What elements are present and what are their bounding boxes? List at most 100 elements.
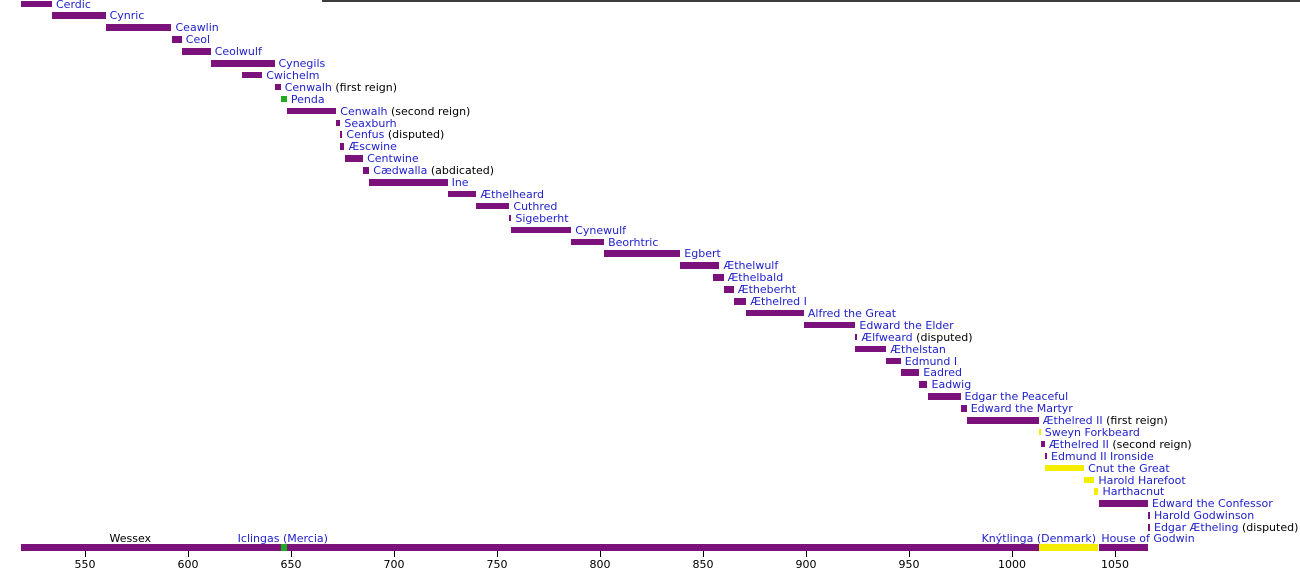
reign-bar xyxy=(746,309,804,317)
reign-label: Beorhtric xyxy=(608,237,658,248)
reign-label: Ætheberht xyxy=(738,284,796,295)
reign-label: Cynric xyxy=(110,10,145,21)
reign-label: Edmund I xyxy=(905,356,957,367)
reign-bar xyxy=(1045,464,1085,472)
reign-name-link[interactable]: Harold Godwinson xyxy=(1154,509,1255,523)
reign-name-link[interactable]: Edward the Confessor xyxy=(1152,497,1273,511)
axis-tick xyxy=(290,551,292,557)
reign-name-link[interactable]: Æthelwulf xyxy=(723,259,779,273)
reign-name-link[interactable]: Cynewulf xyxy=(575,223,627,237)
reign-note: (second reign) xyxy=(1108,437,1192,451)
reign-label: Æthelwulf xyxy=(724,260,779,271)
reign-label: Æthelred I xyxy=(750,296,807,307)
reign-name-link[interactable]: Beorhtric xyxy=(608,235,659,249)
reign-name-link[interactable]: Edgar Ætheling xyxy=(1154,521,1239,535)
axis-tick xyxy=(84,551,86,557)
reign-name-link[interactable]: Harthacnut xyxy=(1102,485,1165,499)
reign-name-link[interactable]: Centwine xyxy=(367,152,419,166)
reign-label: Cuthred xyxy=(513,201,557,212)
reign-bar xyxy=(1094,488,1099,495)
reign-note: (first reign) xyxy=(1102,414,1168,427)
reign-name-link[interactable]: Æthelred I xyxy=(750,295,807,308)
reign-name-link[interactable]: Æthelred II xyxy=(1049,437,1109,451)
reign-name-link[interactable]: Cynric xyxy=(109,9,145,23)
reign-label: Harthacnut xyxy=(1103,486,1165,497)
axis-tick xyxy=(393,551,395,557)
reign-bar xyxy=(280,95,287,103)
reign-name-link[interactable]: Harold Harefoot xyxy=(1098,473,1186,487)
reign-label: Edmund II Ironside xyxy=(1051,451,1154,462)
reign-note: (disputed) xyxy=(384,128,445,142)
reign-name-link[interactable]: Ceolwulf xyxy=(214,45,262,59)
reign-bar xyxy=(733,298,747,305)
axis-tick xyxy=(187,551,189,557)
reign-name-link[interactable]: Ceol xyxy=(185,33,211,47)
reign-bar xyxy=(571,238,605,245)
reign-label: Æthelred II (first reign) xyxy=(1043,415,1168,426)
reign-name-link[interactable]: Sigeberht xyxy=(515,211,569,225)
reign-name-link[interactable]: Cenwalh xyxy=(284,80,332,94)
reign-name-link[interactable]: Edward the Martyr xyxy=(970,402,1073,416)
reign-label: Seaxburh xyxy=(344,118,396,129)
reign-bar xyxy=(1045,452,1047,460)
reign-name-link[interactable]: Cædwalla xyxy=(373,164,428,178)
reign-bar xyxy=(369,179,448,186)
axis-tick-label: 800 xyxy=(589,558,611,571)
reign-label: Eadwig xyxy=(932,379,972,390)
reign-name-link[interactable]: Æthelbald xyxy=(727,271,784,285)
reign-name-link[interactable]: Ceawlin xyxy=(175,21,219,35)
reign-label: Edgar Ætheling (disputed) xyxy=(1154,522,1298,533)
reign-label: Edward the Confessor xyxy=(1152,498,1273,509)
reign-name-link[interactable]: Ælfweard xyxy=(861,330,913,344)
reign-name-link[interactable]: Æscwine xyxy=(348,140,397,154)
reign-label: Cenfus (disputed) xyxy=(346,129,444,140)
reign-name-link[interactable]: Edward the Elder xyxy=(859,318,954,332)
reign-label: Cwichelm xyxy=(266,70,319,81)
reign-bar xyxy=(105,24,172,31)
reign-bar xyxy=(886,357,901,364)
reign-label: Cynegils xyxy=(279,58,326,69)
reign-name-link[interactable]: Ætheberht xyxy=(737,283,797,297)
reign-name-link[interactable]: Æthelred II xyxy=(1042,414,1103,427)
reign-name-link[interactable]: Cynegils xyxy=(278,57,326,70)
reign-bar xyxy=(723,286,734,293)
reign-name-link[interactable]: Eadred xyxy=(923,366,963,380)
reign-name-link[interactable]: Alfred the Great xyxy=(807,306,897,320)
reign-name-link[interactable]: Æthelstan xyxy=(890,342,946,356)
houses-bar-segment-mercia xyxy=(280,544,287,551)
houses-bar-segment-wessex xyxy=(1098,544,1148,551)
reign-name-link[interactable]: Edmund II Ironside xyxy=(1051,449,1154,463)
house-label[interactable]: House of Godwin xyxy=(1101,532,1195,545)
reign-name-link[interactable]: Æthelheard xyxy=(480,187,545,201)
reign-label: Cynewulf xyxy=(575,225,626,236)
reign-name-link[interactable]: Egbert xyxy=(684,247,721,261)
reign-bar xyxy=(210,60,275,67)
reign-name-link[interactable]: Cwichelm xyxy=(266,68,320,82)
reign-label: Sweyn Forkbeard xyxy=(1045,427,1140,438)
reign-name-link[interactable]: Penda xyxy=(290,92,325,106)
reign-name-link[interactable]: Sweyn Forkbeard xyxy=(1044,425,1140,439)
reign-label: Centwine xyxy=(367,153,419,164)
reign-name-link[interactable]: Edgar the Peaceful xyxy=(964,390,1069,404)
reign-label: Æthelstan xyxy=(890,344,946,355)
reign-label: Cenwalh (first reign) xyxy=(285,82,397,93)
reign-bar xyxy=(511,226,572,234)
house-label[interactable]: Knýtlinga (Denmark) xyxy=(981,532,1097,545)
reign-bar xyxy=(919,381,928,388)
reign-bar xyxy=(1084,476,1095,483)
reign-name-link[interactable]: Cenwalh xyxy=(340,104,388,118)
reign-name-link[interactable]: Cuthred xyxy=(513,199,558,213)
house-label[interactable]: Iclingas (Mercia) xyxy=(237,532,328,545)
reign-name-link[interactable]: Eadwig xyxy=(931,378,972,392)
reign-label: Æthelheard xyxy=(480,189,544,200)
reign-name-link[interactable]: Cerdic xyxy=(56,0,91,11)
reign-bar xyxy=(447,190,477,198)
reign-name-link[interactable]: Cenfus xyxy=(346,128,385,142)
reign-bar xyxy=(966,417,1039,424)
reign-name-link[interactable]: Cnut the Great xyxy=(1088,461,1170,475)
reign-name-link[interactable]: Edmund I xyxy=(904,354,958,368)
reign-bar xyxy=(336,119,341,126)
reign-label: Cerdic xyxy=(56,0,91,10)
reign-name-link[interactable]: Seaxburh xyxy=(344,116,397,130)
reign-name-link[interactable]: Ine xyxy=(451,176,469,189)
